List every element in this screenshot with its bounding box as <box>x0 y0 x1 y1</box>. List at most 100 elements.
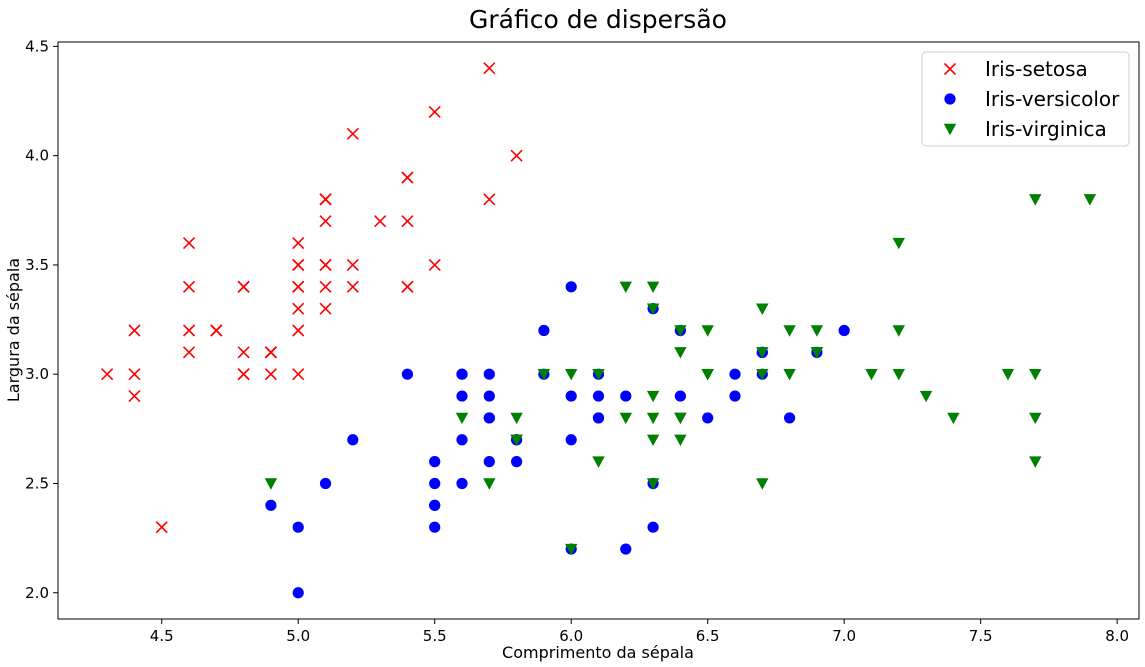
setosa-point <box>292 280 305 293</box>
x-tick-label: 6.5 <box>696 627 720 645</box>
virginica-point <box>674 412 687 425</box>
versicolor-point <box>702 412 714 424</box>
setosa-point <box>182 280 196 293</box>
versicolor-point <box>429 456 441 468</box>
y-axis-ticks: 2.0 2.5 3.0 3.5 4.0 4.5 <box>25 37 58 602</box>
setosa-point <box>401 280 414 293</box>
legend-label: Iris-setosa <box>985 57 1088 81</box>
setosa-point <box>374 215 387 228</box>
virginica-point <box>810 325 824 337</box>
x-tick-label: 4.5 <box>150 627 174 645</box>
versicolor-point <box>347 434 359 446</box>
virginica-point <box>892 369 905 381</box>
versicolor-point <box>429 499 441 511</box>
virginica-point <box>510 412 523 425</box>
virginica-point <box>646 390 660 403</box>
legend-label: Iris-virginica <box>985 117 1107 141</box>
setosa-point <box>346 127 359 140</box>
virginica-point <box>619 412 632 425</box>
virginica-point <box>783 369 796 381</box>
x-tick-label: 5.0 <box>286 627 310 645</box>
versicolor-point <box>592 412 605 424</box>
virginica-point <box>264 478 278 490</box>
legend-box <box>921 51 1130 147</box>
virginica-point <box>947 412 960 425</box>
setosa-point <box>292 258 305 271</box>
virginica-point <box>701 369 714 381</box>
x-axis-ticks: 4.5 5.0 5.5 6.0 6.5 7.0 7.5 8.0 <box>150 619 1129 645</box>
versicolor-point <box>565 434 577 446</box>
setosa-point <box>264 368 277 381</box>
virginica-point <box>756 303 769 315</box>
versicolor-point <box>538 324 550 337</box>
virginica-point <box>455 412 469 425</box>
setosa-point <box>210 324 223 337</box>
virginica-point <box>483 478 496 490</box>
setosa-point <box>237 368 250 381</box>
setosa-point <box>483 193 496 206</box>
versicolor-point <box>783 412 796 424</box>
versicolor-point <box>429 477 441 490</box>
virginica-point <box>756 347 769 359</box>
x-axis-label: Comprimento da sépala <box>502 643 694 662</box>
versicolor-point <box>292 587 304 599</box>
virginica-point <box>1029 369 1042 381</box>
y-tick-label: 2.0 <box>25 584 49 602</box>
virginica-point <box>646 281 660 293</box>
legend: Iris-setosa Iris-versicolor Iris-virginica <box>921 51 1130 147</box>
versicolor-point <box>429 521 441 533</box>
legend-marker <box>943 62 957 76</box>
virginica-point <box>565 543 578 556</box>
virginica-point <box>756 369 769 381</box>
virginica-point <box>592 456 605 468</box>
versicolor-point <box>483 368 495 380</box>
setosa-point <box>182 324 196 337</box>
setosa-point <box>182 237 196 250</box>
setosa-point <box>128 390 141 403</box>
virginica-point <box>865 369 878 381</box>
virginica-point <box>919 390 933 403</box>
virginica-point <box>1029 456 1042 468</box>
setosa-point <box>319 280 332 293</box>
virginica-point <box>1029 412 1042 425</box>
versicolor-point <box>565 281 577 293</box>
versicolor-point <box>647 521 659 533</box>
virginica-point <box>810 347 824 359</box>
x-tick-label: 7.5 <box>969 627 993 645</box>
setosa-point <box>128 324 141 337</box>
x-tick-label: 8.0 <box>1105 627 1129 645</box>
setosa-point <box>510 149 523 162</box>
y-axis-label: Largura da sépala <box>4 258 23 402</box>
setosa-point <box>237 280 250 293</box>
x-tick-label: 7.0 <box>832 627 856 645</box>
setosa-point <box>319 193 332 206</box>
setosa-point <box>292 324 305 337</box>
setosa-point <box>292 237 305 250</box>
setosa-point <box>319 215 332 228</box>
setosa-point <box>401 171 414 184</box>
legend-label: Iris-versicolor <box>985 87 1120 111</box>
virginica-point <box>892 237 905 250</box>
virginica-point <box>1029 194 1042 206</box>
setosa-point <box>292 302 305 315</box>
virginica-point <box>565 369 578 381</box>
legend-marker <box>944 93 956 105</box>
x-tick-label: 5.5 <box>423 627 447 645</box>
versicolor-point <box>456 368 468 380</box>
versicolor-point <box>565 390 577 402</box>
versicolor-point <box>319 477 332 490</box>
x-tick-label: 6.0 <box>559 627 583 645</box>
setosa-point <box>401 215 414 228</box>
setosa-point <box>264 346 277 359</box>
virginica-point <box>674 325 687 337</box>
virginica-point <box>783 325 796 337</box>
setosa-point <box>319 302 332 315</box>
versicolor-point <box>620 390 632 402</box>
setosa-point <box>101 368 114 381</box>
virginica-point <box>1083 194 1097 206</box>
y-tick-label: 4.5 <box>25 37 49 55</box>
virginica-point <box>1001 369 1015 381</box>
virginica-point <box>756 478 769 490</box>
versicolor-point <box>483 412 495 424</box>
